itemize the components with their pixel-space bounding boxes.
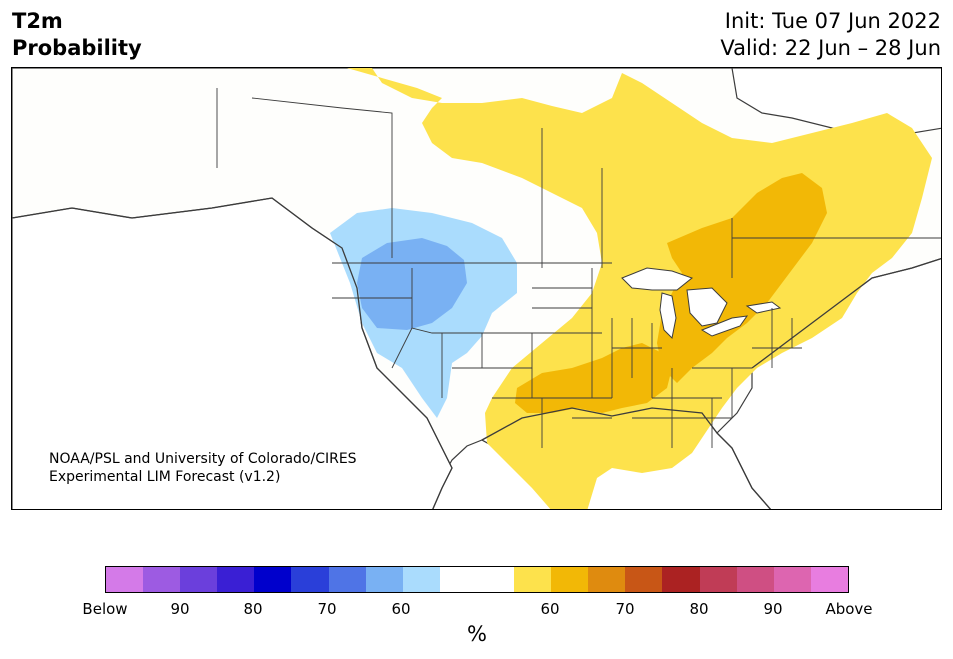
colorbar-segment: [662, 567, 700, 592]
lake-erie: [700, 315, 749, 337]
lake-superior: [621, 267, 694, 291]
lake-huron: [686, 287, 728, 327]
colorbar-unit: %: [467, 622, 487, 646]
colorbar-tick-label: 80: [689, 600, 709, 618]
colorbar-segment: [365, 567, 403, 592]
colorbar-segment: [773, 567, 811, 592]
colorbar-tick-label: 90: [763, 600, 783, 618]
map-canvas: [12, 68, 941, 509]
coastlines: [12, 197, 941, 509]
colorbar-tick-label: 90: [170, 600, 190, 618]
lake-michigan: [659, 292, 677, 340]
colorbar-segment: [180, 567, 218, 592]
colorbar-tick-label: Below: [82, 600, 128, 618]
political-borders: [216, 88, 941, 448]
colorbar-segment: [514, 567, 552, 592]
colorbar-segment: [143, 567, 181, 592]
init-date: Init: Tue 07 Jun 2022: [724, 9, 941, 33]
colorbar-tick-label: 60: [391, 600, 411, 618]
colorbar-segment: [254, 567, 292, 592]
colorbar-segment: [291, 567, 329, 592]
credit-line-2: Experimental LIM Forecast (v1.2): [49, 469, 281, 485]
colorbar-tick-label: 60: [540, 600, 560, 618]
above-normal-65-zone-south: [515, 343, 672, 413]
colorbar-segment: [439, 567, 477, 592]
colorbar-segment: [402, 567, 440, 592]
credit-line-1: NOAA/PSL and University of Colorado/CIRE…: [49, 451, 357, 467]
colorbar-tick-label: 70: [317, 600, 337, 618]
attribution: NOAA/PSL and University of Colorado/CIRE…: [49, 450, 357, 486]
colorbar-ticks: Below 90 80 70 60 60 70 80 90 Above: [0, 600, 953, 620]
lake-ontario: [745, 301, 782, 314]
colorbar-segment: [810, 567, 848, 592]
colorbar-segment: [699, 567, 737, 592]
forecast-dates: Init: Tue 07 Jun 2022 Valid: 22 Jun – 28…: [720, 8, 941, 62]
probability-map: [11, 67, 942, 510]
colorbar-segment: [328, 567, 366, 592]
title-quantity: Probability: [12, 36, 142, 60]
colorbar-segment: [217, 567, 255, 592]
above-normal-65-zone-east: [657, 173, 827, 383]
title-variable: T2m: [12, 9, 63, 33]
colorbar-segment: [736, 567, 774, 592]
colorbar-tick-label: 80: [243, 600, 263, 618]
colorbar-tick-label: 70: [615, 600, 635, 618]
colorbar-tick-label: Above: [825, 600, 873, 618]
colorbar-segment: [106, 567, 144, 592]
colorbar-segment: [588, 567, 626, 592]
map-title: T2m Probability: [12, 8, 142, 62]
colorbar-segment: [476, 567, 515, 592]
colorbar-segment: [625, 567, 663, 592]
colorbar-segment: [551, 567, 589, 592]
valid-range: Valid: 22 Jun – 28 Jun: [720, 36, 941, 60]
colorbar: [105, 566, 849, 593]
